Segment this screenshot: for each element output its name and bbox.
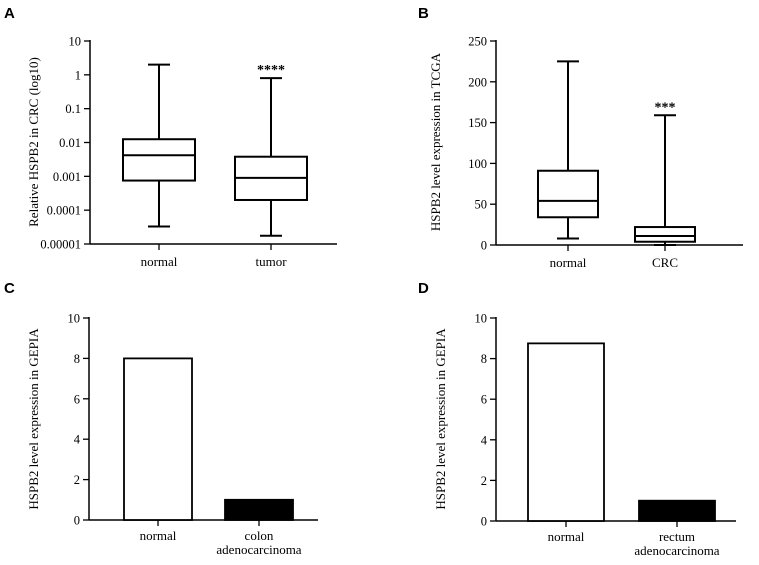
y-tick-label-a: 0.001	[53, 170, 81, 184]
y-tick-label-d: 6	[481, 393, 487, 407]
y-tick-label-b: 250	[468, 35, 487, 49]
x-category-label-d: normal	[548, 529, 585, 544]
y-tick-label-a: 10	[69, 35, 82, 49]
x-category-label-c: normal	[140, 528, 177, 543]
y-tick-label-c: 2	[74, 473, 80, 487]
y-tick-label-d: 0	[481, 515, 487, 529]
y-tick-label-d: 4	[481, 433, 488, 447]
bar-d-normal	[527, 342, 605, 522]
y-tick-label-d: 8	[481, 352, 487, 366]
panel-b-boxplot: B HSPB2 level expression in TCGA 0 50 100 150…	[418, 5, 743, 270]
y-tick-label-b: 100	[468, 157, 487, 171]
y-tick-label-c: 8	[74, 352, 80, 366]
significance-marker-a: ****	[257, 63, 285, 78]
bar-d-tumor	[638, 499, 716, 522]
y-tick-label-a: 0.1	[65, 102, 81, 116]
x-category-label-b: CRC	[652, 255, 678, 270]
y-tick-label-b: 150	[468, 116, 487, 130]
bar-c-normal	[123, 357, 193, 521]
y-tick-label-d: 2	[481, 474, 487, 488]
panel-letter-c: C	[4, 280, 15, 297]
y-axis-label-b: HSPB2 level expression in TCGA	[428, 52, 443, 231]
bar-c-tumor	[224, 498, 294, 521]
y-tick-label-b: 50	[475, 198, 488, 212]
y-tick-label-a: 1	[75, 68, 81, 82]
y-tick-label-a: 0.0001	[47, 204, 81, 218]
x-category-label-a: normal	[141, 254, 178, 269]
x-category-label-d: rectum adenocarcinoma	[634, 529, 719, 558]
y-tick-label-d: 10	[475, 312, 488, 326]
y-axis-label-d: HSPB2 level expression in GEPIA	[433, 328, 448, 510]
box-iqr-b-normal	[537, 169, 599, 219]
y-tick-label-c: 6	[74, 392, 80, 406]
y-tick-label-c: 4	[74, 433, 81, 447]
panel-letter-d: D	[418, 280, 429, 297]
x-category-label-a: tumor	[255, 254, 287, 269]
y-tick-label-a: 0.01	[59, 136, 81, 150]
x-category-label-b: normal	[550, 255, 587, 270]
panel-c-barchart: C HSPB2 level expression in GEPIA 0 2 4 6 8 10 n…	[4, 280, 318, 557]
y-tick-label-c: 10	[68, 312, 81, 326]
x-category-label-c: colon adenocarcinoma	[216, 528, 301, 557]
panel-letter-b: B	[418, 5, 429, 22]
box-iqr-a-normal	[122, 138, 196, 182]
panel-d-barchart: D HSPB2 level expression in GEPIA 0 2 4 6 8 10 n…	[418, 280, 736, 558]
panel-a-boxplot: A Relative HSPB2 in CRC (log10) 0.00001 0.0…	[4, 5, 337, 269]
y-tick-label-a: 0.00001	[40, 238, 81, 252]
y-axis-label-c: HSPB2 level expression in GEPIA	[26, 328, 41, 510]
y-tick-label-c: 0	[74, 514, 80, 528]
y-axis-label-a: Relative HSPB2 in CRC (log10)	[26, 57, 41, 227]
box-iqr-b-CRC	[634, 226, 696, 243]
y-tick-label-b: 200	[468, 75, 487, 89]
y-tick-label-b: 0	[481, 239, 487, 253]
panel-letter-a: A	[4, 5, 15, 22]
significance-marker-b: ***	[655, 100, 676, 115]
